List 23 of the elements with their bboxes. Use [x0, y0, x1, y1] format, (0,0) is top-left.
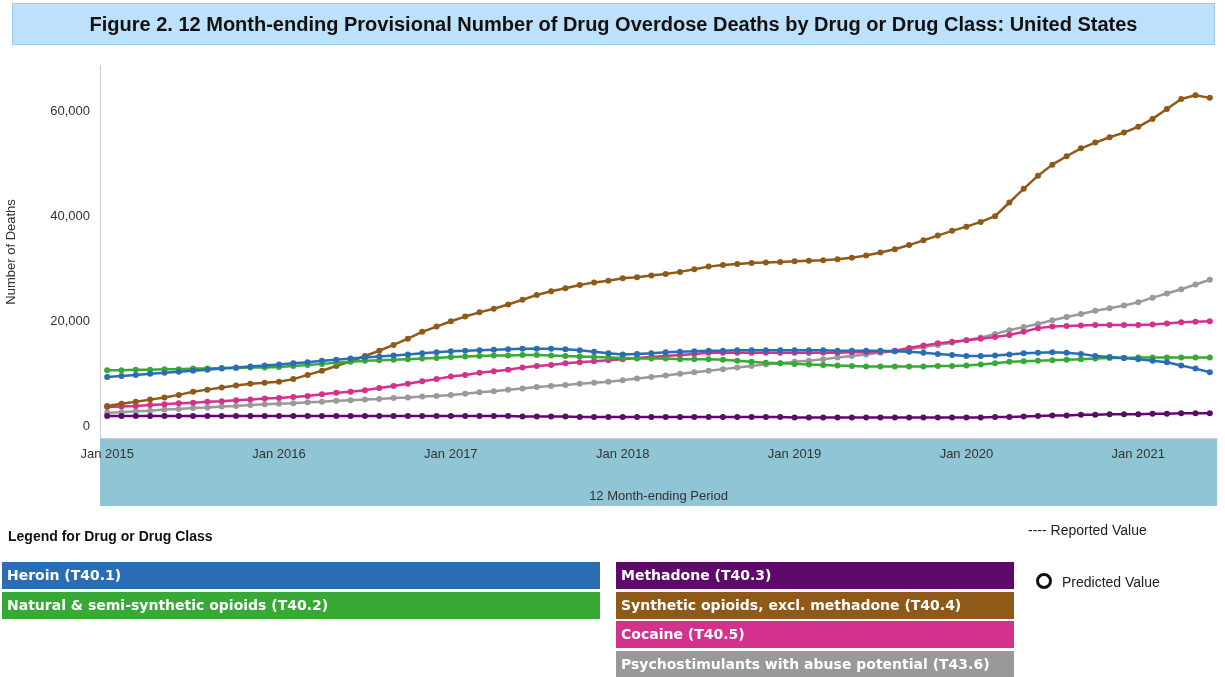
- x-tick-label: Jan 2021: [1111, 446, 1165, 462]
- text: ---- Reported Value: [1028, 522, 1147, 538]
- x-tick-label: Jan 2018: [595, 446, 650, 462]
- chart-title: Figure 2. 12 Month-ending Provisional Number of Drug Overdose Deaths by Drug or Drug Class: United States: [12, 3, 1215, 45]
- x-tick-label: Jan 2016: [252, 446, 306, 462]
- text: Synthetic opioids, excl. methadone (T40.4): [616, 591, 1014, 619]
- x-tick-label: Jan 2015: [80, 446, 134, 462]
- text: Predicted Value: [1062, 574, 1160, 590]
- x-tick-label: Jan 2017: [424, 446, 478, 462]
- text: Psychostimulants with abuse potential (T43.6): [616, 650, 1014, 677]
- text: Cocaine (T40.5): [616, 621, 1014, 648]
- x-tick-label: Jan 2020: [939, 446, 994, 462]
- y-tick-label: 20,000: [50, 312, 90, 328]
- y-tick-label: 40,000: [50, 207, 90, 223]
- text: Methadone (T40.3): [616, 562, 1014, 589]
- y-tick-label: 0: [82, 418, 90, 434]
- text: Natural & semi-synthetic opioids (T40.2): [2, 591, 600, 619]
- y-axis-title: Number of Deaths: [3, 198, 19, 305]
- text: Heroin (T40.1): [2, 562, 600, 589]
- x-tick-label: Jan 2019: [767, 446, 822, 462]
- y-tick-label: 60,000: [50, 102, 90, 118]
- x-axis-title: 12 Month-ending Period: [589, 487, 728, 503]
- legend-title: Legend for Drug or Drug Class: [8, 528, 213, 544]
